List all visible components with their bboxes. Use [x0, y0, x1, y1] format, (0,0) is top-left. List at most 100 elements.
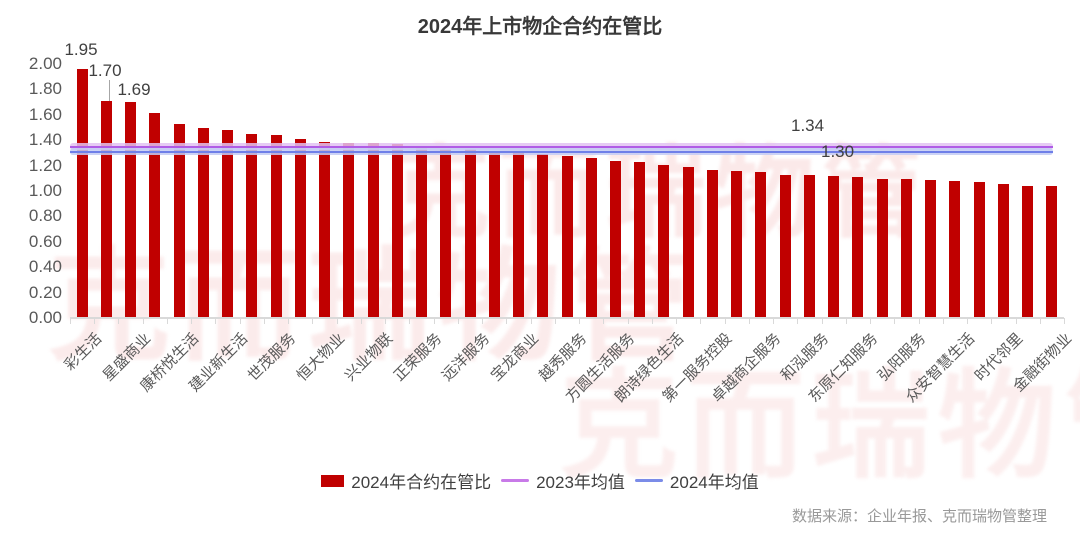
- bar-宝龙商业: [513, 151, 524, 317]
- x-axis-tick: [724, 318, 726, 324]
- legend-2023-mean-label: 2023年均值: [536, 473, 625, 492]
- y-axis-tick-label: 0.40: [28, 257, 62, 277]
- x-axis-tick: [166, 318, 168, 324]
- bar-方圆生活服务: [609, 160, 621, 317]
- y-axis-tick-label: 0.20: [28, 282, 62, 302]
- x-axis-tick: [967, 318, 969, 324]
- bar-value-label: 1.69: [117, 80, 151, 99]
- x-axis-tick: [360, 318, 362, 324]
- bar-rank-16: [440, 149, 452, 317]
- bar-朗诗绿色生活: [658, 164, 670, 317]
- bar-rank-20: [537, 154, 549, 317]
- bar-康桥悦生活: [173, 123, 185, 317]
- bar-东原仁知服务: [852, 177, 864, 317]
- x-axis-tick: [312, 318, 314, 324]
- legend-item-bar-series: 2024年合约在管比: [321, 468, 491, 493]
- y-axis-tick-label: 1.60: [28, 104, 62, 124]
- x-axis-tick: [336, 318, 338, 324]
- bar-rank-14: [391, 144, 403, 317]
- x-axis-tick: [554, 318, 556, 324]
- x-axis-tick: [942, 318, 944, 324]
- bar-rank-4: [149, 112, 161, 317]
- bar-金融街物业: [1046, 186, 1058, 317]
- ref-line-2023年均值: [70, 145, 1053, 148]
- bar-弘阳服务: [900, 178, 912, 317]
- legend-bar-series-label: 2024年合约在管比: [351, 473, 492, 492]
- bar-rank-32: [828, 176, 840, 317]
- x-axis-tick: [239, 318, 241, 324]
- bar-rank-18: [488, 150, 500, 317]
- x-axis-tick: [215, 318, 217, 324]
- bar-rank-24: [634, 162, 646, 317]
- x-axis-tick: [385, 318, 387, 324]
- ref-line-2023-value-label: 1.34: [791, 116, 825, 135]
- y-axis-tick-label: 0.80: [28, 206, 62, 226]
- bar-卓越商企服务: [755, 172, 767, 317]
- x-axis-tick: [530, 318, 532, 324]
- x-axis-tick: [894, 318, 896, 324]
- bar-rank-28: [731, 170, 743, 317]
- bar-时代邻里: [997, 183, 1009, 317]
- bar-rank-10: [294, 139, 306, 317]
- bar-rank-38: [973, 182, 985, 317]
- x-axis-tick: [870, 318, 872, 324]
- x-axis-tick: [845, 318, 847, 324]
- line-2024-swatch-icon: [634, 478, 663, 483]
- bar-value-label: 1.70: [88, 61, 122, 80]
- x-axis-tick: [94, 318, 96, 324]
- bar-世茂服务: [270, 135, 282, 317]
- x-axis-tick: [288, 318, 290, 324]
- x-axis-tick: [482, 318, 484, 324]
- x-axis-tick: [676, 318, 678, 324]
- x-axis-tick: [506, 318, 508, 324]
- x-axis-tick: [579, 318, 581, 324]
- x-axis-tick: [627, 318, 629, 324]
- bar-rank-40: [1022, 186, 1034, 317]
- ref-line-2024年均值: [70, 150, 1053, 154]
- bar-众安智慧生活: [949, 181, 961, 317]
- bar-rank-12: [343, 143, 355, 317]
- data-source-note: 数据来源：企业年报、克而瑞物管整理: [791, 508, 1047, 525]
- line-2023-swatch-icon: [501, 478, 530, 483]
- y-axis-tick-label: 1.00: [28, 181, 62, 200]
- x-axis-tick: [603, 318, 605, 324]
- y-axis-tick-label: 1.40: [28, 130, 62, 150]
- ref-line-2024-value-label: 1.30: [821, 142, 855, 161]
- bar-和泓服务: [803, 174, 815, 317]
- bar-rank-36: [925, 179, 937, 317]
- bar-rank-2: [100, 101, 112, 317]
- bar-series-swatch-icon: [321, 474, 345, 487]
- bar-rank-26: [682, 167, 694, 317]
- legend-item-2024-mean: 2024年均值: [634, 468, 759, 493]
- y-axis-tick-label: 0.60: [28, 231, 62, 251]
- bar-彩生活: [76, 69, 88, 317]
- x-axis-tick: [263, 318, 265, 324]
- x-axis-tick: [1064, 318, 1065, 324]
- bar-远洋服务: [464, 149, 476, 317]
- x-axis-tick: [651, 318, 653, 324]
- chart-title: 2024年上市物企合约在管比: [417, 16, 663, 38]
- x-axis-tick: [773, 318, 775, 324]
- bar-rank-30: [779, 174, 791, 317]
- x-axis-tick: [1039, 318, 1041, 324]
- x-axis-tick: [118, 318, 120, 324]
- y-axis-tick-label: 2.00: [28, 54, 62, 73]
- x-axis-tick: [1015, 318, 1017, 324]
- x-axis-tick: [821, 318, 823, 324]
- x-axis-tick: [191, 318, 193, 324]
- x-axis-tick: [457, 318, 459, 324]
- bar-rank-6: [197, 127, 209, 317]
- bar-rank-34: [876, 178, 888, 317]
- x-axis-tick: [70, 318, 71, 324]
- x-axis-tick: [409, 318, 411, 324]
- chart-legend: 2024年合约在管比 2023年均值 2024年均值: [0, 468, 1080, 493]
- y-axis-tick-label: 0.00: [28, 308, 62, 327]
- x-axis-tick: [748, 318, 750, 324]
- x-axis-tick: [918, 318, 920, 324]
- bar-建业新生活: [222, 130, 234, 317]
- bar-value-label: 1.95: [64, 40, 98, 59]
- x-axis-tick: [142, 318, 144, 324]
- bar-正荣服务: [416, 148, 428, 317]
- x-axis-line: [70, 317, 1064, 319]
